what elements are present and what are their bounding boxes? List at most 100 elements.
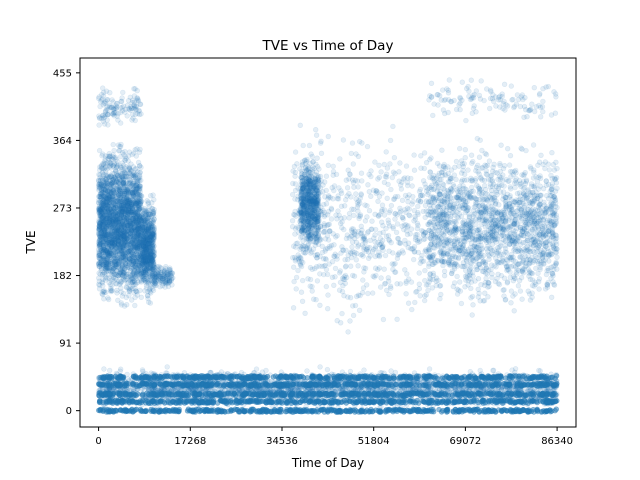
scatter-point — [140, 237, 147, 244]
scatter-point — [387, 137, 394, 144]
scatter-point — [110, 205, 117, 211]
scatter-point — [380, 229, 386, 236]
scatter-point — [100, 218, 107, 224]
scatter-point — [390, 225, 396, 232]
scatter-point — [299, 175, 305, 181]
scatter-point — [355, 292, 362, 298]
scatter-point — [320, 182, 326, 188]
scatter-point — [300, 246, 307, 253]
scatter-point — [333, 212, 339, 218]
scatter-point — [103, 185, 110, 191]
scatter-point — [364, 143, 371, 150]
scatter-point — [107, 177, 114, 184]
scatter-point — [507, 153, 514, 159]
scatter-point — [137, 264, 143, 270]
scatter-point — [113, 249, 119, 255]
scatter-point — [330, 163, 336, 170]
scatter-point — [351, 273, 358, 279]
scatter-point — [123, 195, 130, 202]
scatter-point — [131, 86, 137, 92]
scatter-point — [420, 236, 427, 243]
scatter-point — [118, 98, 124, 105]
scatter-point — [120, 242, 127, 248]
scatter-point — [403, 228, 410, 234]
scatter-point — [101, 288, 107, 294]
scatter-point — [409, 306, 415, 313]
scatter-point — [120, 180, 127, 186]
scatter-point — [103, 163, 109, 170]
scatter-point — [365, 290, 371, 297]
scatter-point — [344, 232, 350, 238]
scatter-point — [124, 228, 130, 235]
scatter-point — [289, 218, 296, 224]
scatter-point — [353, 191, 359, 197]
scatter-point — [396, 251, 402, 257]
scatter-point — [339, 244, 345, 250]
scatter-point — [409, 183, 415, 189]
scatter-point — [415, 203, 421, 210]
scatter-point — [130, 183, 137, 189]
scatter-point — [382, 252, 389, 259]
scatter-point — [121, 218, 128, 225]
scatter-point — [142, 288, 148, 294]
scatter-point — [292, 181, 299, 187]
scatter-point — [132, 218, 139, 224]
scatter-point — [343, 263, 349, 269]
scatter-point — [99, 291, 106, 298]
scatter-point — [120, 200, 126, 206]
scatter-point — [125, 200, 132, 207]
scatter-point — [297, 218, 303, 225]
scatter-point — [366, 189, 372, 195]
scatter-point — [350, 161, 356, 167]
scatter-point — [128, 205, 135, 212]
scatter-point — [119, 234, 126, 240]
scatter-point — [169, 270, 176, 276]
scatter-point — [122, 157, 128, 163]
scatter-point — [154, 264, 160, 270]
scatter-point — [375, 198, 381, 205]
scatter-point — [129, 239, 136, 245]
scatter-point — [386, 238, 393, 244]
scatter-point — [330, 196, 336, 202]
scatter-point — [381, 207, 388, 213]
scatter-point — [105, 192, 111, 199]
scatter-point — [325, 237, 332, 243]
scatter-point — [390, 169, 397, 175]
scatter-point — [323, 283, 329, 290]
scatter-point — [412, 299, 418, 306]
scatter-point — [108, 197, 115, 204]
scatter-point — [120, 240, 126, 246]
scatter-point — [347, 171, 353, 177]
scatter-point — [295, 267, 301, 274]
scatter-point — [349, 254, 355, 261]
scatter-point — [123, 174, 130, 180]
scatter-point — [96, 122, 102, 128]
scatter-point — [390, 123, 396, 130]
scatter-point — [363, 246, 369, 252]
scatter-point — [310, 238, 317, 245]
scatter-point — [148, 255, 155, 262]
scatter-point — [106, 265, 113, 271]
scatter-point — [131, 171, 138, 178]
scatter-point — [352, 302, 359, 309]
scatter-point — [100, 178, 107, 184]
scatter-point — [153, 275, 159, 282]
scatter-point — [119, 104, 125, 111]
scatter-point — [330, 172, 336, 178]
scatter-point — [416, 281, 422, 287]
scatter-point — [129, 239, 136, 245]
scatter-point — [347, 295, 354, 301]
scatter-point — [328, 216, 335, 222]
scatter-point — [320, 189, 326, 195]
scatter-point — [357, 200, 363, 206]
scatter-point — [420, 208, 426, 215]
scatter-point — [130, 199, 136, 206]
scatter-point — [124, 192, 130, 198]
scatter-point — [379, 202, 386, 208]
scatter-point — [313, 191, 319, 198]
scatter-point — [399, 197, 406, 204]
scatter-point — [364, 230, 371, 236]
scatter-point — [371, 235, 377, 241]
scatter-point — [311, 296, 317, 302]
scatter-point — [290, 305, 297, 311]
